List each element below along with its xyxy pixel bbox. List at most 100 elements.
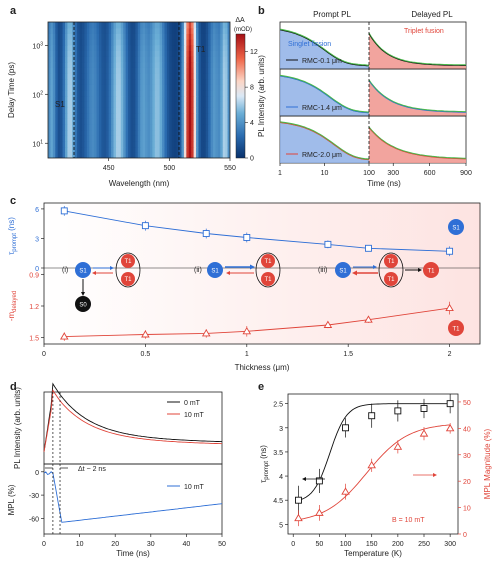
prompt-fit-line <box>279 74 370 114</box>
heatmap-cell <box>181 44 185 51</box>
t1-node-i-a: T1 <box>124 259 132 265</box>
heatmap-cell <box>98 61 102 68</box>
heatmap-cell <box>96 95 100 102</box>
heatmap-cell <box>159 50 163 57</box>
heatmap-cell <box>77 61 81 68</box>
heatmap-cell <box>89 78 93 85</box>
heatmap-cell <box>225 84 229 91</box>
heatmap-cell <box>77 50 81 57</box>
heatmap-cell <box>162 90 166 97</box>
heatmap-cell <box>140 146 144 153</box>
heatmap-cell <box>89 135 93 142</box>
heatmap-cell <box>96 22 100 29</box>
heatmap-cell <box>159 118 163 125</box>
heatmap-cell <box>132 152 136 158</box>
scheme-label-i: (i) <box>62 267 68 274</box>
heatmap-cell <box>128 44 132 51</box>
heatmap-cell <box>108 27 112 34</box>
heatmap-cell <box>103 22 107 29</box>
heatmap-cell <box>123 112 127 119</box>
heatmap-cell <box>106 141 110 148</box>
heatmap-cell <box>183 44 187 51</box>
heatmap-cell <box>55 33 59 40</box>
heatmap-cell <box>227 95 230 102</box>
heatmap-cell <box>159 56 163 63</box>
heatmap-cell <box>55 141 59 148</box>
heatmap-cell <box>145 118 149 125</box>
panel-d: 0-30-600 10 20 30 40 50 PL Intensity (arb. un… <box>7 382 226 558</box>
heatmap-cell <box>77 78 81 85</box>
heatmap-cell <box>198 95 202 102</box>
heatmap-cell <box>84 22 88 29</box>
heatmap-cell <box>50 152 54 158</box>
heatmap-cell <box>79 27 83 34</box>
heatmap-cell <box>98 107 102 114</box>
mpl-point <box>419 429 429 437</box>
heatmap-cell <box>215 67 219 74</box>
heatmap-cell <box>120 22 124 29</box>
heatmap-cell <box>50 84 54 91</box>
x-tick-label-b: 900 <box>460 170 472 177</box>
heatmap-cell <box>115 73 119 80</box>
heatmap-cell <box>125 141 129 148</box>
heatmap-cell <box>115 107 119 114</box>
heatmap-cell <box>69 124 73 131</box>
heatmap-cell <box>48 118 52 125</box>
heatmap-cell <box>81 67 85 74</box>
heatmap-cell <box>72 27 76 34</box>
heatmap-cell <box>181 152 185 158</box>
heatmap-cell <box>145 67 149 74</box>
heatmap-cell <box>227 141 230 148</box>
heatmap-cell <box>149 73 153 80</box>
heatmap-cell <box>106 50 110 57</box>
heatmap-cell <box>217 61 221 68</box>
heatmap-cell <box>115 146 119 153</box>
y-tick-label-e-right: 0 <box>463 532 467 539</box>
heatmap-cell <box>130 135 134 142</box>
heatmap-cell <box>106 152 110 158</box>
heatmap-cell <box>186 61 190 68</box>
heatmap-cell <box>91 124 95 131</box>
heatmap-cell <box>103 124 107 131</box>
heatmap-cell <box>203 73 207 80</box>
heatmap-cell <box>140 129 144 136</box>
heatmap-cell <box>120 129 124 136</box>
heatmap-cell <box>176 129 180 136</box>
x-tick-label-d: 40 <box>183 541 191 548</box>
heatmap-cell <box>162 107 166 114</box>
x-tick-label-d: 30 <box>147 541 155 548</box>
heatmap-cell <box>217 118 221 125</box>
heatmap-cell <box>103 101 107 108</box>
heatmap-cell <box>174 118 178 125</box>
heatmap-cell <box>203 152 207 158</box>
m-delayed-point <box>59 332 69 340</box>
heatmap-cell <box>91 107 95 114</box>
legend-s1: S1 <box>452 226 460 232</box>
heatmap-cell <box>67 50 71 57</box>
heatmap-cell <box>220 118 224 125</box>
heatmap-cell <box>140 61 144 68</box>
heatmap-cell <box>86 141 90 148</box>
heatmap-cell <box>77 129 81 136</box>
heatmap-cell <box>208 56 212 63</box>
heatmap-cell <box>200 73 204 80</box>
heatmap-cell <box>157 44 161 51</box>
heatmap-cell <box>101 50 105 57</box>
heatmap-cell <box>60 61 64 68</box>
heatmap-cell <box>103 146 107 153</box>
heatmap-cell <box>198 135 202 142</box>
heatmap-cell <box>145 73 149 80</box>
heatmap-cell <box>120 56 124 63</box>
heatmap-cell <box>215 61 219 68</box>
heatmap-cell <box>191 84 195 91</box>
heatmap-cell <box>220 141 224 148</box>
heatmap-cell <box>130 152 134 158</box>
y-tick-label-e-left: 4.5 <box>273 498 283 505</box>
heatmap-cell <box>196 33 200 40</box>
heatmap-cell <box>179 56 183 63</box>
heatmap-cell <box>135 124 139 131</box>
heatmap-cell <box>157 56 161 63</box>
heatmap-cell <box>176 39 180 46</box>
heatmap-cell <box>108 33 112 40</box>
heatmap-cell <box>137 22 141 29</box>
